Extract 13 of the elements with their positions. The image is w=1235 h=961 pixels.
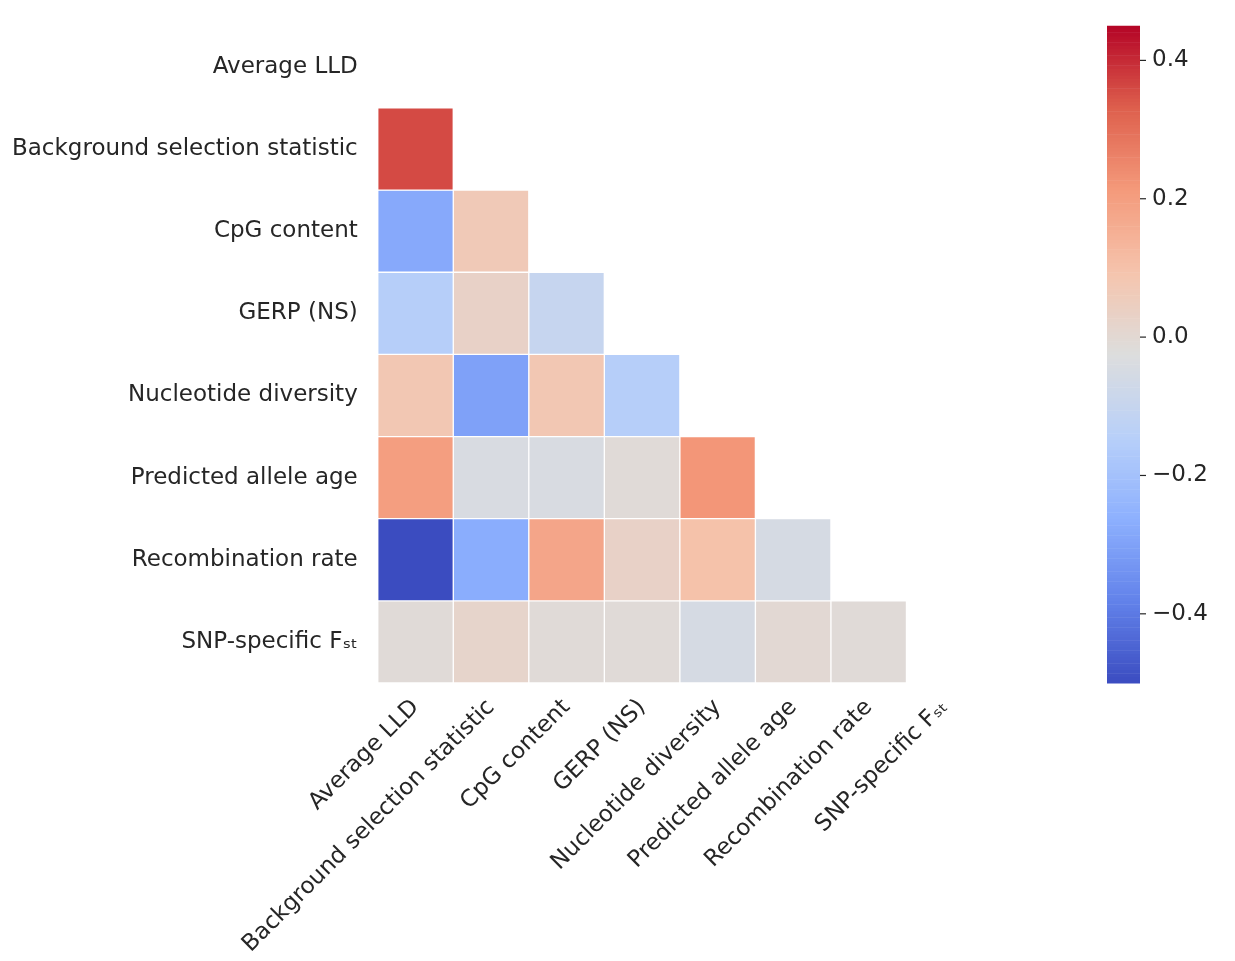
y-tick-label: SNP-specific Fₛₜ [181, 626, 358, 653]
y-tick-label: Average LLD [212, 51, 358, 78]
y-tick-label: Nucleotide diversity [128, 380, 358, 407]
color-bar-label: 0.0 [1152, 322, 1189, 349]
color-bar-label: −0.2 [1152, 460, 1208, 487]
color-bar-label: −0.4 [1152, 598, 1208, 625]
y-tick-label: CpG content [213, 216, 358, 243]
y-tick-label: Predicted allele age [130, 462, 358, 489]
color-bar-label: 0.2 [1152, 183, 1189, 210]
color-bar-label: 0.4 [1152, 45, 1189, 72]
y-tick-label: Background selection statistic [11, 133, 358, 160]
y-tick-label: Recombination rate [131, 544, 358, 571]
y-tick-label: GERP (NS) [238, 298, 358, 325]
